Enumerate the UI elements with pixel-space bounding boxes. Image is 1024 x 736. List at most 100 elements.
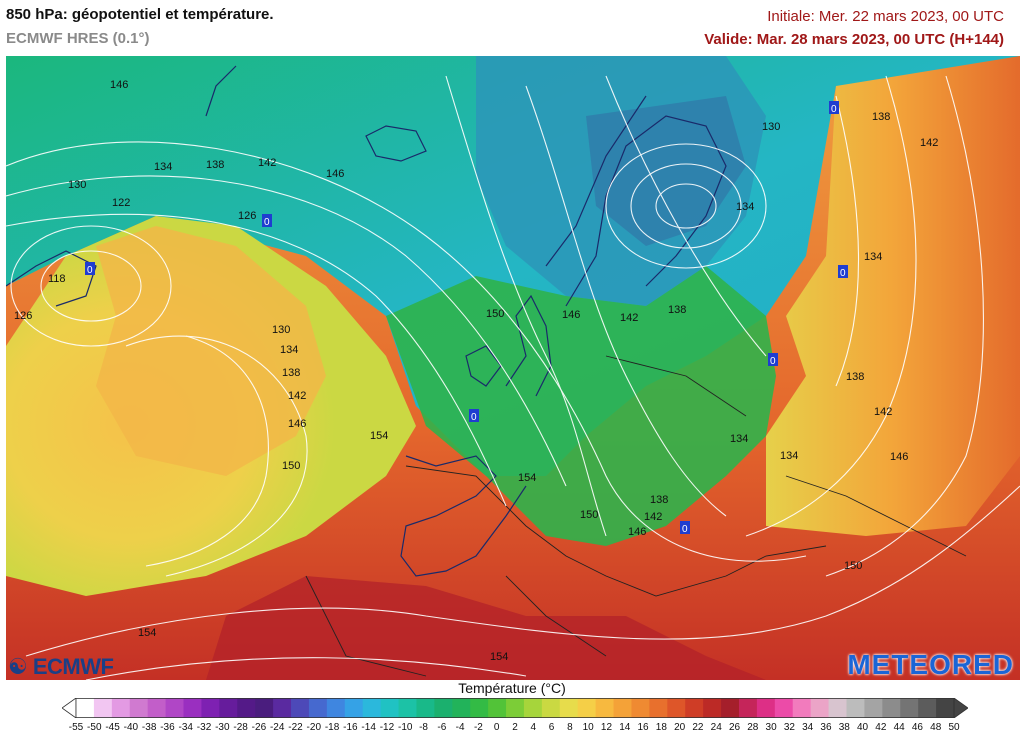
colorbar-swatch xyxy=(577,698,597,718)
contour-label: 134 xyxy=(864,251,882,263)
valid-time: Valide: Mar. 28 mars 2023, 00 UTC (H+144… xyxy=(704,31,1004,48)
contour-label: 122 xyxy=(112,197,130,209)
colorbar-tick-label: -12 xyxy=(379,722,395,733)
colorbar-tick-label: -14 xyxy=(361,722,376,733)
colorbar-tick-label: -30 xyxy=(215,722,230,733)
contour-label: 138 xyxy=(668,304,686,316)
contour-label: 134 xyxy=(780,450,798,462)
colorbar-tick-label: 14 xyxy=(619,722,631,733)
colorbar-tick-label: 34 xyxy=(802,722,814,733)
contour-label: 138 xyxy=(650,494,668,506)
colorbar-swatch xyxy=(828,698,847,718)
colorbar-swatch xyxy=(756,698,776,718)
colorbar-swatch xyxy=(846,698,865,718)
contour-label: 150 xyxy=(282,460,300,472)
contour-label: 150 xyxy=(580,509,598,521)
colorbar-swatch xyxy=(434,698,453,718)
colorbar-tick-label: 18 xyxy=(655,722,667,733)
colorbar-tick-label: -28 xyxy=(233,722,248,733)
eastern-warm-air xyxy=(766,56,1020,536)
colorbar-tick-label: 32 xyxy=(783,722,795,733)
ecmwf-logo: ☯ ECMWF xyxy=(8,654,114,680)
colorbar-swatch xyxy=(900,698,919,718)
contour-label: 146 xyxy=(110,79,128,91)
colorbar-tick-label: -16 xyxy=(343,722,358,733)
contour-label: 154 xyxy=(518,472,536,484)
colorbar-swatch xyxy=(201,698,220,718)
colorbar-swatch xyxy=(326,698,346,718)
contour-label: 142 xyxy=(644,511,662,523)
weather-map[interactable]: 146 134 138 142 146 130 122 126 118 126 … xyxy=(6,56,1020,680)
contour-label: 138 xyxy=(282,367,300,379)
colorbar-tick-label: 12 xyxy=(600,722,613,733)
contour-label: 142 xyxy=(620,312,638,324)
contour-label: 130 xyxy=(272,324,290,336)
map-canvas: 146 134 138 142 146 130 122 126 118 126 … xyxy=(6,56,1020,680)
geopotential-isolines xyxy=(6,75,1020,680)
contour-label: 134 xyxy=(730,433,748,445)
contour-label: 130 xyxy=(762,121,780,133)
sahara-heat xyxy=(206,576,766,680)
contour-label: 154 xyxy=(490,651,508,663)
zero-isotherm-markers: 0 0 0 0 0 0 0 0 xyxy=(85,101,848,535)
colorbar-swatch xyxy=(649,698,668,718)
marker-label: 0 xyxy=(264,217,270,228)
colorbar-swatch xyxy=(219,698,238,718)
colorbar-tick-label: 30 xyxy=(765,722,777,733)
colorbar-arrow-left xyxy=(62,698,77,718)
colorbar-swatch xyxy=(237,698,256,718)
colorbar-swatch xyxy=(416,698,435,718)
colorbar-swatch xyxy=(506,698,525,718)
contour-label: 146 xyxy=(288,418,306,430)
colorbar-tick-label: -8 xyxy=(419,722,428,733)
colorbar-swatch xyxy=(165,698,185,718)
colorbar-tick-label: -36 xyxy=(160,722,175,733)
colorbar-swatch xyxy=(685,698,704,718)
colorbar-swatch xyxy=(147,698,167,718)
colorbar-swatch xyxy=(308,698,328,718)
colorbar-swatch xyxy=(721,698,740,718)
colorbar-tick-label: 20 xyxy=(674,722,686,733)
colorbar-tick-label: -32 xyxy=(196,722,212,733)
colorbar-swatch xyxy=(273,698,292,718)
colorbar-swatch xyxy=(774,698,794,718)
colorbar-tick-label: 24 xyxy=(710,722,722,733)
contour-label: 142 xyxy=(874,406,892,418)
temperature-colorbar xyxy=(62,698,968,718)
colorbar-swatch xyxy=(936,698,955,718)
marker-label: 0 xyxy=(770,356,776,367)
colorbar-swatch xyxy=(183,698,202,718)
colorbar-tick-label: 50 xyxy=(948,722,960,733)
colorbar-swatch xyxy=(810,698,830,718)
contour-label: 150 xyxy=(486,308,504,320)
cold-airmass xyxy=(6,56,1020,476)
contour-label: 142 xyxy=(920,137,938,149)
marker-label: 0 xyxy=(471,412,477,423)
colorbar-swatch xyxy=(291,698,310,718)
colorbar-tick-label: 4 xyxy=(530,722,537,733)
colorbar-swatch xyxy=(93,698,113,718)
colorbar-title: Température (°C) xyxy=(458,680,566,696)
colorbar-tick-label: 0 xyxy=(493,722,500,733)
contour-label: 138 xyxy=(846,371,864,383)
colorbar-tick-label: -2 xyxy=(473,722,483,733)
colorbar-tick-label: 44 xyxy=(893,722,905,733)
coastlines xyxy=(6,65,727,577)
contour-label: 146 xyxy=(326,168,344,180)
colorbar-tick-label: -34 xyxy=(178,722,193,733)
colorbar-tick-label: 28 xyxy=(747,722,759,733)
colorbar-swatch xyxy=(129,698,149,718)
colorbar-swatch xyxy=(362,698,382,718)
colorbar-tick-label: 6 xyxy=(548,722,555,733)
colorbar-tick-label: 10 xyxy=(582,722,594,733)
colorbar-tick-label: -10 xyxy=(398,722,413,733)
colorbar-swatch xyxy=(667,698,686,718)
colorbar-swatch xyxy=(380,698,400,718)
model-label: ECMWF HRES (0.1°) xyxy=(6,30,150,47)
colorbar-swatch xyxy=(882,698,901,718)
contour-label: 146 xyxy=(562,309,580,321)
contour-label: 138 xyxy=(872,111,890,123)
contour-label: 146 xyxy=(890,451,908,463)
colorbar-swatch xyxy=(76,698,95,718)
initial-time: Initiale: Mer. 22 mars 2023, 00 UTC xyxy=(767,8,1004,25)
